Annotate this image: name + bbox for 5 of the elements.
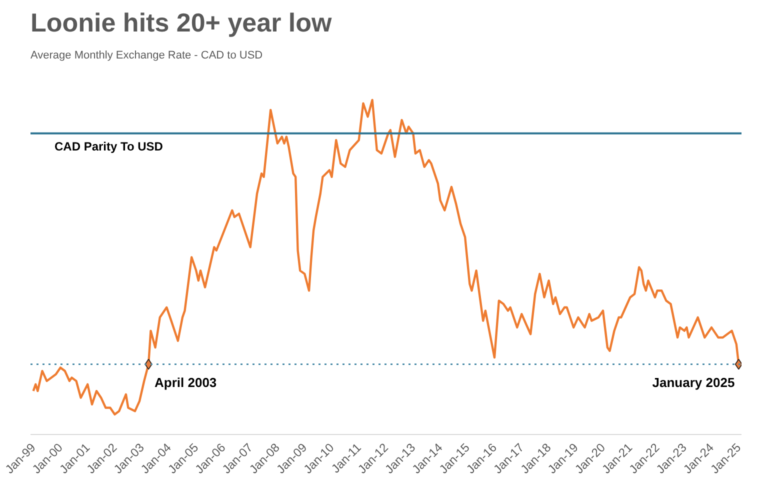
chart-subtitle: Average Monthly Exchange Rate - CAD to USD <box>30 50 263 62</box>
ref-line-label: CAD Parity To USD <box>54 139 164 154</box>
annotation: April 2003 <box>154 375 217 390</box>
chart-title: Loonie hits 20+ year low <box>30 8 333 38</box>
annotation: January 2025 <box>652 375 735 390</box>
